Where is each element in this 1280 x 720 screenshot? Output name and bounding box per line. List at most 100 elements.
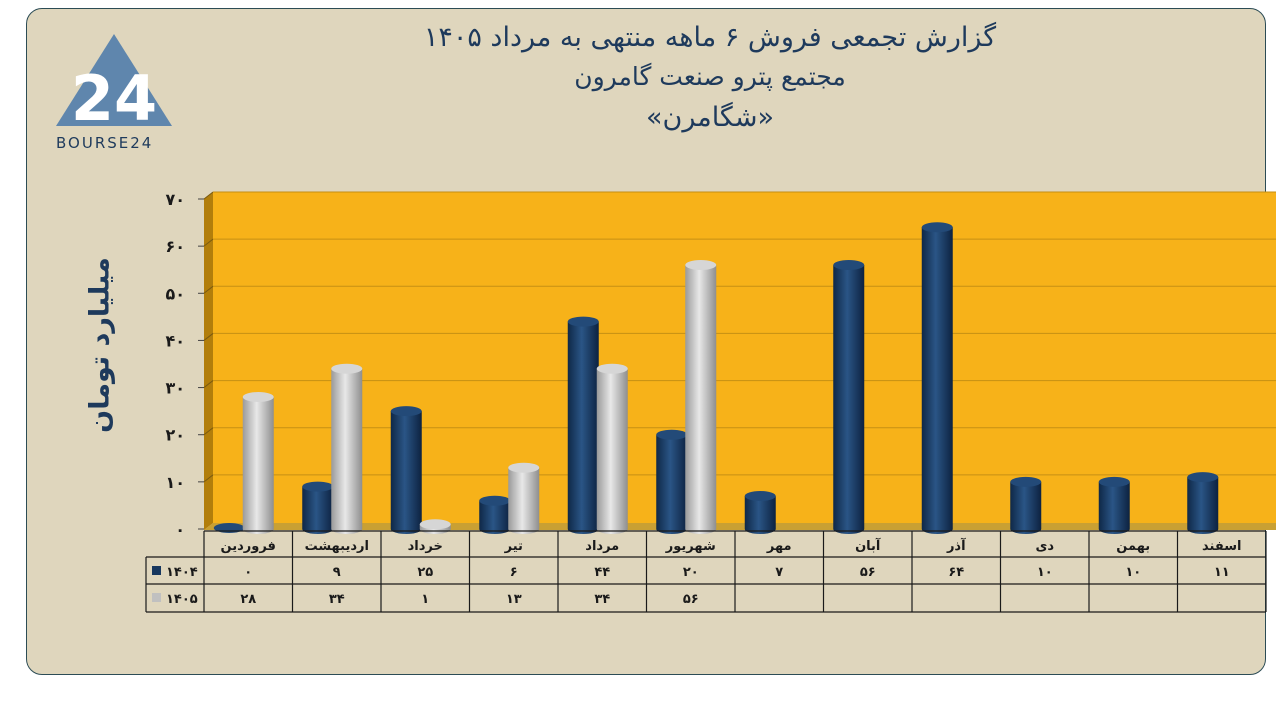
category-label: آبان [855,537,881,554]
bar-۱۴۰۴-5 [656,429,688,534]
bar-body [331,368,363,534]
data-label-۱۴۰۴: ۱۰ [1037,565,1053,580]
gridline-side [203,191,214,200]
category-label: شهریور [665,539,716,554]
bar-top [596,363,628,374]
gridline-side [203,380,214,388]
bar-top [479,495,511,506]
plot-side-wall [204,192,213,530]
bar-۱۴۰۵-5 [685,260,717,534]
data-label-۱۴۰۵: ۲۸ [240,592,256,607]
bar-۱۴۰۴-9 [1010,476,1042,534]
bar-top [567,316,599,327]
chart-title: گزارش تجمعی فروش ۶ ماهه منتهی به مرداد ۱… [423,22,997,53]
y-tick-label: ۴۰ [165,331,185,350]
data-label-۱۴۰۵: ۵۶ [683,592,699,607]
plot-floor [204,523,1276,530]
y-tick-label: ۳۰ [165,379,185,398]
data-label-۱۴۰۴: ۴۴ [594,565,610,580]
y-tick-label: ۱۰ [165,473,185,492]
data-label-۱۴۰۴: ۱۱ [1214,565,1230,580]
bar-top [921,222,953,233]
bar-۱۴۰۴-2 [390,406,422,534]
category-label: اسفند [1202,539,1241,554]
bar-top [508,462,540,473]
bar-۱۴۰۴-7 [833,260,865,534]
data-label-۱۴۰۴: ۹ [333,565,341,580]
bar-top [419,519,451,530]
bar-top [1098,476,1130,487]
bar-۱۴۰۴-4 [567,316,599,534]
bar-۱۴۰۴-10 [1098,476,1130,534]
bar-body [567,321,599,534]
category-label: تیر [504,539,523,554]
y-tick-label: ۵۰ [165,284,185,303]
category-label: دی [1035,539,1054,554]
bar-top [390,406,422,417]
legend-label-۱۴۰۴: ۱۴۰۴ [166,565,198,580]
bar-top [331,363,363,374]
legend-label-۱۴۰۵: ۱۴۰۵ [166,592,198,607]
gridline-side [203,285,214,294]
data-label-۱۴۰۵: ۳۴ [329,592,345,607]
bar-۱۴۰۴-8 [921,222,953,535]
gridline-side [203,427,214,436]
bar-top [685,260,717,270]
bar-body [302,486,334,534]
bar-body [1098,481,1130,534]
category-label: مرداد [585,539,619,554]
data-label-۱۴۰۴: ۶ [510,565,518,580]
data-label-۱۴۰۵: ۱۳ [506,592,522,607]
bourse24-logo: 24 [56,34,172,135]
data-label-۱۴۰۴: ۷ [775,565,783,580]
bar-top [833,260,865,270]
data-label-۱۴۰۵: ۳۴ [594,592,610,607]
data-label-۱۴۰۴: ۶۴ [948,565,964,580]
data-label-۱۴۰۴: ۰ [244,565,252,580]
bar-۱۴۰۵-1 [331,363,363,534]
y-tick-label: ۰ [175,520,185,539]
data-label-۱۴۰۵: ۱ [421,592,429,607]
bar-۱۴۰۵-3 [508,462,540,534]
bar-body [1010,481,1042,534]
category-label: اردیبهشت [305,539,369,554]
bar-۱۴۰۴-1 [302,481,334,534]
plot-area [213,192,1276,523]
logo-mark: 24 [71,62,157,135]
category-label: خرداد [408,539,443,554]
bar-top [302,481,334,492]
bar-۱۴۰۴-3 [479,495,511,534]
y-tick-label: ۷۰ [165,190,185,209]
category-label: آذر [946,537,966,554]
bar-body [242,397,274,534]
bar-body [390,411,422,534]
bar-۱۴۰۴-6 [744,491,776,534]
bar-۱۴۰۵-0 [242,392,274,534]
bar-body [479,500,511,534]
bar-top [1187,472,1219,483]
y-tick-label: ۶۰ [165,237,185,256]
data-label-۱۴۰۴: ۲۰ [683,565,699,580]
y-tick-label: ۲۰ [165,426,185,445]
data-label-۱۴۰۴: ۵۶ [860,565,876,580]
company-symbol: «شگامرن» [646,102,774,133]
bar-body [596,368,628,534]
bar-top [1010,476,1042,487]
legend-key-۱۴۰۵ [152,593,161,602]
bar-body [833,265,865,534]
bar-body [921,227,953,535]
gridline-side [203,333,214,341]
category-label: مهر [766,539,792,554]
bar-body [508,467,540,534]
bar-۱۴۰۵-2 [419,519,451,534]
category-label: فروردین [221,539,276,554]
bar-body [1187,477,1219,534]
data-label-۱۴۰۴: ۲۵ [417,565,433,580]
bar-۱۴۰۵-4 [596,363,628,534]
category-label: بهمن [1116,539,1150,554]
bar-body [685,265,717,534]
bar-top [656,429,688,440]
legend-key-۱۴۰۴ [152,566,161,575]
bar-۱۴۰۴-11 [1187,472,1219,534]
